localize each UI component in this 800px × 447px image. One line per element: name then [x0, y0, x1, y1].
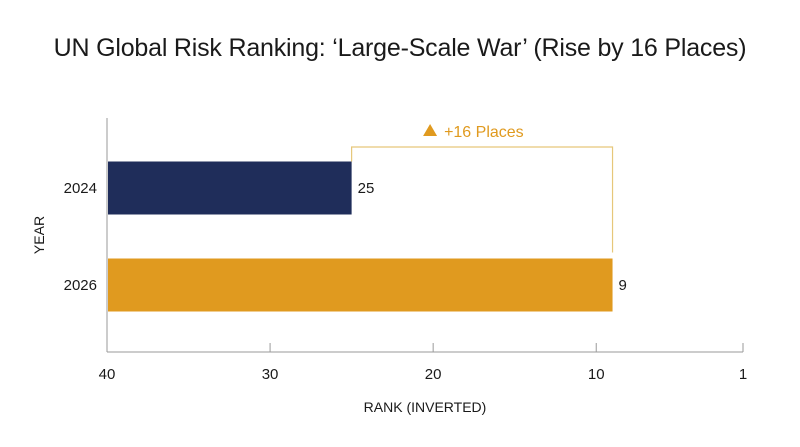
x-tick-label: 1	[739, 366, 747, 383]
x-axis-title: RANK (INVERTED)	[364, 399, 487, 415]
y-axis-title: YEAR	[31, 216, 47, 254]
triangle-up-icon	[423, 124, 438, 136]
x-tick-label: 10	[588, 366, 605, 383]
x-axis-ticks: 40 30 20 10 1	[99, 343, 747, 383]
x-tick-label: 30	[262, 366, 279, 383]
y-tick-label: 2026	[64, 277, 97, 294]
chart-title: UN Global Risk Ranking: ‘Large-Scale War…	[53, 34, 747, 62]
x-tick-label: 20	[425, 366, 442, 383]
x-tick-label: 40	[99, 366, 116, 383]
bar-2026	[108, 258, 613, 312]
annotation-bracket	[351, 146, 614, 253]
annotation-label: +16 Places	[444, 124, 524, 141]
y-tick-label: 2024	[64, 180, 97, 197]
bar-2024	[108, 161, 352, 215]
bars: 2024 25 2026 9	[64, 161, 627, 312]
bar-value-label: 9	[619, 277, 627, 294]
rank-change-annotation: +16 Places	[351, 124, 614, 253]
bar-value-label: 25	[358, 180, 375, 197]
